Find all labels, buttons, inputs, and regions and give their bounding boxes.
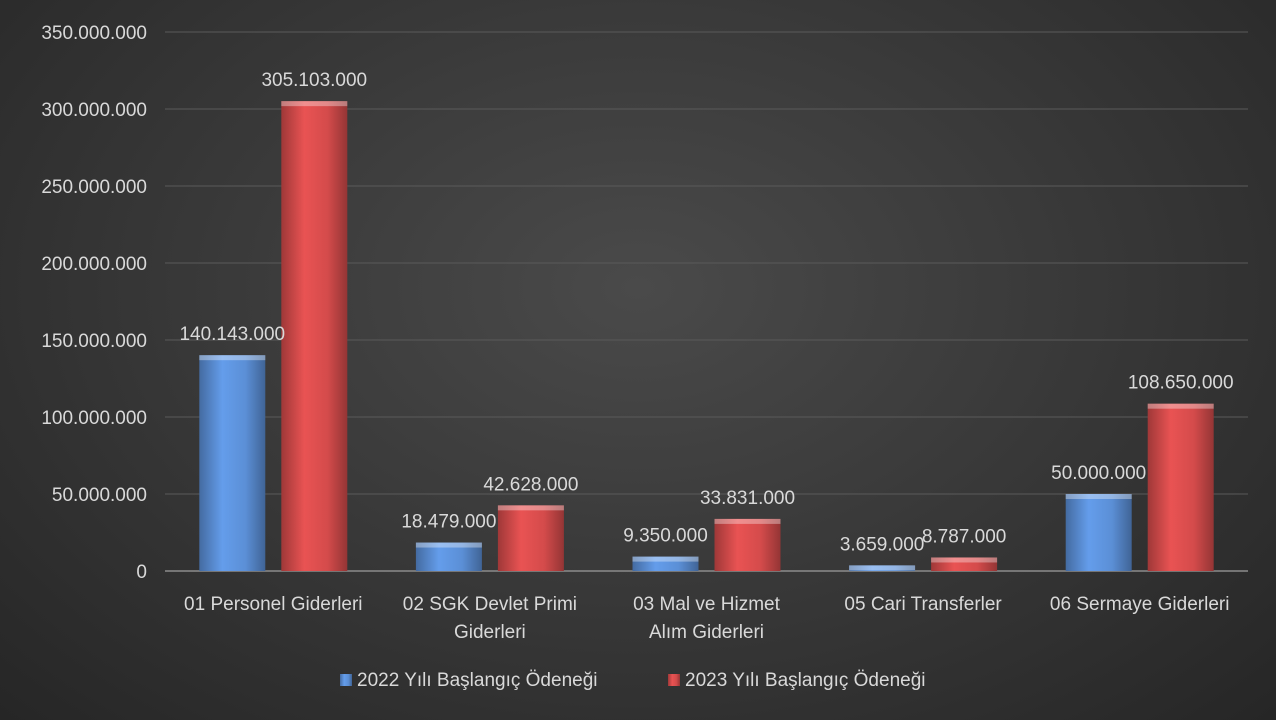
y-tick-label: 200.000.000 bbox=[41, 254, 147, 275]
bar-2023 bbox=[714, 518, 781, 571]
data-label: 305.103.000 bbox=[261, 70, 367, 91]
y-tick-label: 250.000.000 bbox=[41, 177, 147, 198]
legend-swatch bbox=[668, 674, 680, 686]
y-tick-label: 50.000.000 bbox=[52, 485, 147, 506]
data-label: 50.000.000 bbox=[1051, 463, 1146, 484]
bar-body bbox=[497, 505, 564, 571]
category-label: 03 Mal ve Hizmet bbox=[633, 594, 780, 615]
bar-body bbox=[931, 557, 998, 571]
bar-top-bevel bbox=[714, 518, 781, 524]
category-label: 06 Sermaye Giderleri bbox=[1050, 594, 1230, 615]
bar-top-bevel bbox=[632, 556, 699, 562]
category-label: Alım Giderleri bbox=[649, 622, 764, 643]
legend-label: 2022 Yılı Başlangıç Ödeneği bbox=[357, 670, 598, 691]
data-label: 140.143.000 bbox=[179, 324, 285, 345]
category-label: 01 Personel Giderleri bbox=[184, 594, 362, 615]
bar-2023 bbox=[281, 101, 348, 571]
bar-top-bevel bbox=[849, 565, 916, 571]
y-tick-label: 350.000.000 bbox=[41, 23, 147, 44]
legend-label: 2023 Yılı Başlangıç Ödeneği bbox=[685, 670, 926, 691]
bar-2023 bbox=[1147, 403, 1214, 571]
legend: 2022 Yılı Başlangıç Ödeneği 2023 Yılı Baş… bbox=[340, 670, 926, 691]
bar-top-bevel bbox=[497, 505, 564, 511]
bar-body bbox=[632, 556, 699, 571]
bar-2022 bbox=[199, 355, 266, 571]
data-label: 33.831.000 bbox=[700, 488, 795, 509]
bar-body bbox=[1065, 494, 1132, 571]
data-label: 42.628.000 bbox=[483, 474, 578, 495]
bar-body bbox=[849, 565, 916, 571]
bar-body bbox=[1147, 403, 1214, 571]
legend-swatch bbox=[340, 674, 352, 686]
bar-body bbox=[415, 542, 482, 571]
bar-top-bevel bbox=[1065, 494, 1132, 499]
y-tick-label: 100.000.000 bbox=[41, 408, 147, 429]
bars bbox=[199, 101, 1214, 571]
x-axis-categories: 01 Personel Giderleri 02 SGK Devlet Primi… bbox=[184, 594, 1229, 643]
bar-2022 bbox=[849, 565, 916, 571]
bar-top-bevel bbox=[415, 542, 482, 548]
bar-2023 bbox=[497, 505, 564, 571]
y-tick-label: 150.000.000 bbox=[41, 331, 147, 352]
bar-top-bevel bbox=[199, 355, 266, 361]
y-tick-label: 300.000.000 bbox=[41, 100, 147, 121]
data-label: 9.350.000 bbox=[623, 526, 708, 547]
bar-2023 bbox=[931, 557, 998, 571]
y-axis-ticks: 0 50.000.000 100.000.000 150.000.000 200.000… bbox=[41, 23, 147, 583]
data-label: 8.787.000 bbox=[922, 526, 1007, 547]
bar-top-bevel bbox=[281, 101, 348, 107]
legend-item: 2022 Yılı Başlangıç Ödeneği bbox=[340, 670, 598, 691]
bar-top-bevel bbox=[931, 557, 998, 563]
data-label: 18.479.000 bbox=[401, 512, 496, 533]
bar-2022 bbox=[632, 556, 699, 571]
data-labels: 140.143.000 305.103.000 18.479.000 42.628.0… bbox=[179, 70, 1233, 555]
bar-2022 bbox=[415, 542, 482, 571]
bar-top-bevel bbox=[1147, 403, 1214, 409]
category-label: Giderleri bbox=[454, 622, 526, 643]
bar-body bbox=[714, 518, 781, 571]
bar-body bbox=[199, 355, 266, 571]
category-label: 05 Cari Transferler bbox=[844, 594, 1002, 615]
legend-item: 2023 Yılı Başlangıç Ödeneği bbox=[668, 670, 926, 691]
y-tick-label: 0 bbox=[136, 562, 147, 583]
data-label: 3.659.000 bbox=[840, 534, 925, 555]
bar-body bbox=[281, 101, 348, 571]
bar-2022 bbox=[1065, 494, 1132, 571]
data-label: 108.650.000 bbox=[1128, 373, 1234, 394]
category-label: 02 SGK Devlet Primi bbox=[403, 594, 577, 615]
